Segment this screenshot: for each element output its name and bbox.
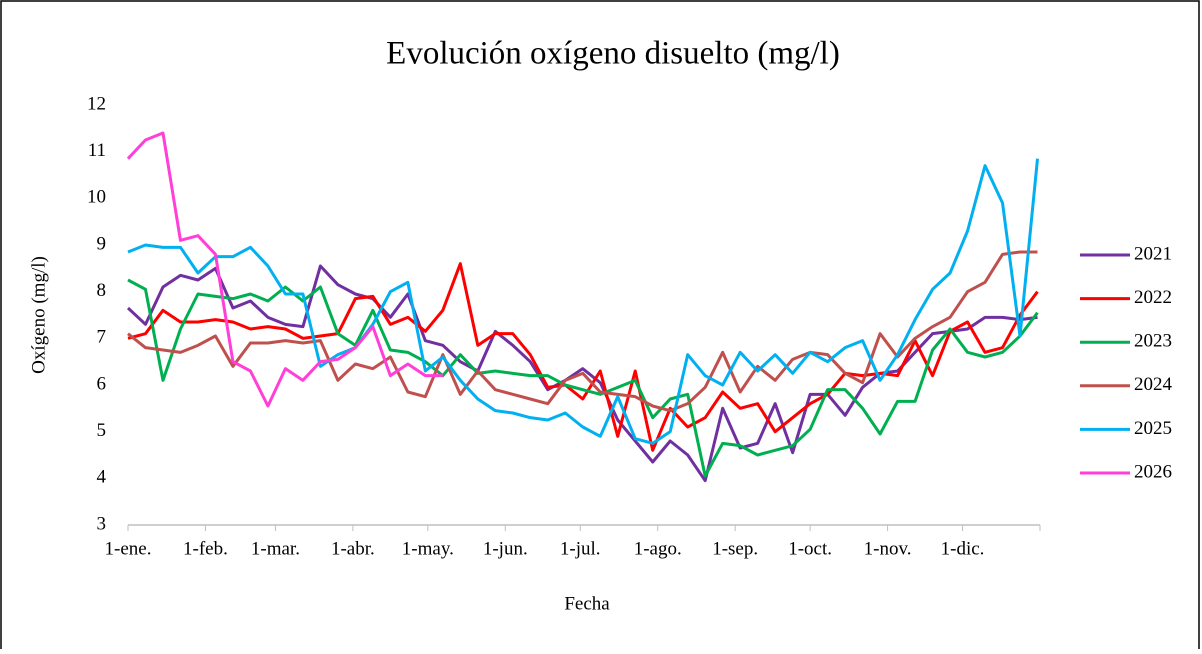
chart-title: Evolución oxígeno disuelto (mg/l) — [386, 36, 840, 72]
y-tick-label: 9 — [97, 233, 107, 254]
x-tick-label: 1-mar. — [251, 538, 300, 559]
legend-label: 2021 — [1134, 243, 1172, 264]
series-line — [127, 158, 1039, 445]
series-line — [127, 250, 1038, 413]
x-tick-label: 1-oct. — [788, 538, 832, 559]
x-tick-label: 1-dic. — [941, 538, 985, 559]
series-line — [127, 278, 1039, 478]
x-tick-label: 1-feb. — [183, 538, 228, 559]
y-axis-label: Oxígeno (mg/l) — [28, 256, 49, 374]
y-tick-label: 8 — [97, 280, 107, 301]
legend-label: 2023 — [1134, 331, 1172, 352]
legend-label: 2025 — [1134, 418, 1172, 439]
legend-label: 2024 — [1134, 374, 1173, 395]
x-axis-label: Fecha — [564, 593, 610, 614]
x-tick-label: 1-ene. — [105, 538, 152, 559]
y-tick-label: 6 — [97, 373, 107, 394]
y-tick-label: 7 — [97, 327, 107, 348]
y-tick-label: 11 — [88, 140, 106, 161]
x-tick-label: 1-may. — [402, 538, 454, 559]
y-tick-label: 12 — [87, 93, 106, 114]
y-tick-label: 3 — [97, 513, 107, 534]
y-tick-label: 4 — [97, 467, 107, 488]
x-tick-label: 1-nov. — [864, 538, 912, 559]
x-tick-label: 1-jul. — [560, 538, 601, 559]
legend-label: 2026 — [1134, 461, 1172, 482]
y-tick-label: 10 — [87, 187, 106, 208]
x-tick-label: 1-sep. — [712, 538, 758, 559]
legend-label: 2022 — [1134, 287, 1172, 308]
x-tick-label: 1-ago. — [634, 538, 682, 559]
series-line — [126, 131, 443, 408]
x-tick-label: 1-jun. — [483, 538, 528, 559]
x-tick-label: 1-abr. — [331, 538, 375, 559]
y-tick-label: 5 — [97, 420, 107, 441]
